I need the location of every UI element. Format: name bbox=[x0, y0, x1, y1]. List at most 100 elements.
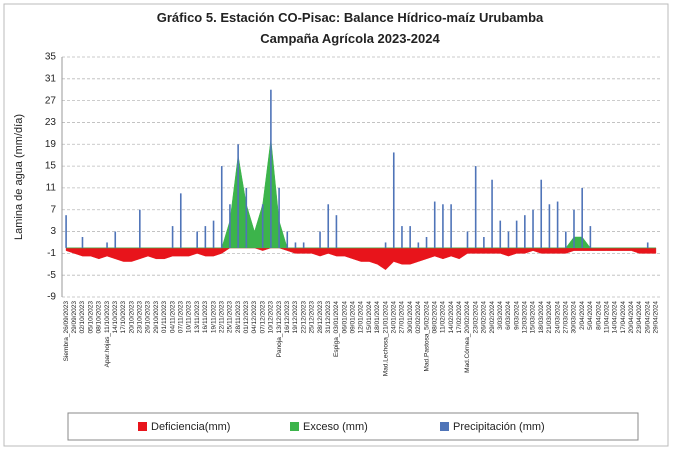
x-tick-label: 26/10/2023 bbox=[145, 301, 152, 334]
bar bbox=[139, 209, 141, 248]
bar bbox=[483, 237, 485, 248]
x-tick-label: 29/04/2024 bbox=[653, 301, 660, 334]
y-tick-label: -1 bbox=[47, 248, 56, 259]
x-tick-label: 04/12/2023 bbox=[251, 301, 258, 334]
x-tick-label: Espiga_03/01/2024 bbox=[333, 301, 340, 357]
y-tick-label: 15 bbox=[45, 161, 57, 172]
x-tick-label: 15/03/2024 bbox=[530, 301, 537, 334]
x-tick-label: 08/02/2024 bbox=[431, 301, 438, 334]
y-axis-label: Lamina de agua (mm/día) bbox=[13, 114, 25, 240]
y-tick-label: 27 bbox=[45, 95, 57, 106]
x-tick-label: 16/11/2023 bbox=[202, 301, 209, 333]
x-tick-label: 30/03/2024 bbox=[571, 301, 578, 334]
bar bbox=[270, 89, 272, 248]
x-tick-label: 30/01/2024 bbox=[407, 301, 414, 334]
x-tick-label: 19/12/2023 bbox=[292, 301, 299, 334]
y-tick-label: 35 bbox=[45, 52, 57, 63]
y-tick-label: 19 bbox=[45, 139, 57, 150]
x-tick-label: 23/02/2024 bbox=[472, 301, 479, 334]
legend-swatch bbox=[138, 422, 147, 431]
bar bbox=[573, 209, 575, 248]
bar bbox=[335, 215, 338, 248]
x-tick-label: 20/10/2023 bbox=[128, 301, 135, 334]
x-tick-label: 25/11/2023 bbox=[227, 301, 234, 333]
y-tick-label: 31 bbox=[45, 73, 57, 84]
legend-box bbox=[67, 412, 639, 441]
x-tick-label: 15/01/2024 bbox=[366, 301, 373, 334]
x-tick-label: 25/12/2023 bbox=[309, 301, 316, 334]
x-tick-label: 01/12/2023 bbox=[243, 301, 250, 334]
x-tick-label: Apar.hojas_11/10/2023 bbox=[104, 301, 111, 368]
y-tick-label: 7 bbox=[50, 204, 56, 215]
x-tick-label: 11/02/2024 bbox=[440, 301, 447, 333]
bar bbox=[286, 231, 289, 248]
x-tick-label: 12/03/2024 bbox=[522, 301, 529, 334]
bar bbox=[106, 242, 108, 248]
bar bbox=[401, 226, 403, 248]
x-tick-label: 20/04/2024 bbox=[628, 301, 635, 334]
x-tick-label: 28/11/2023 bbox=[235, 301, 242, 333]
x-tick-label: 26/04/2024 bbox=[644, 301, 651, 334]
area bbox=[65, 247, 657, 271]
y-tick-label: 23 bbox=[45, 117, 57, 128]
bar bbox=[278, 187, 280, 248]
x-tick-label: 11/04/2024 bbox=[603, 301, 610, 333]
bar bbox=[540, 179, 543, 248]
bar bbox=[179, 193, 182, 248]
bar bbox=[499, 220, 502, 248]
x-tick-label: Mad.Pastosa_5/02/2024 bbox=[423, 301, 430, 372]
bar bbox=[196, 231, 198, 248]
chart-title: Gráfico 5. Estación CO-Pisac: Balance Hí… bbox=[157, 10, 544, 25]
bar bbox=[261, 204, 264, 248]
bar bbox=[507, 231, 510, 248]
x-tick-label: 24/01/2024 bbox=[390, 301, 397, 334]
x-tick-label: 05/10/2023 bbox=[87, 301, 94, 334]
bar bbox=[417, 242, 420, 248]
x-tick-label: 26/02/2024 bbox=[481, 301, 488, 334]
chart-subtitle: Campaña Agrícola 2023-2024 bbox=[260, 31, 440, 46]
bar bbox=[491, 179, 493, 248]
x-tick-label: 13/11/2023 bbox=[194, 301, 201, 333]
bar bbox=[220, 166, 223, 248]
y-tick-label: -9 bbox=[47, 292, 56, 303]
bar bbox=[466, 231, 469, 248]
x-tick-label: Mad.Lechosa_21/01/2024 bbox=[382, 301, 389, 377]
x-tick-label: 16/12/2023 bbox=[284, 301, 291, 334]
x-tick-label: 08/10/2023 bbox=[96, 301, 103, 334]
bar bbox=[65, 215, 67, 248]
bar bbox=[556, 201, 559, 248]
bar bbox=[81, 237, 84, 248]
legend-swatch bbox=[440, 422, 449, 431]
legend-label: Precipitación (mm) bbox=[453, 421, 545, 433]
x-tick-label: 17/04/2024 bbox=[620, 301, 627, 334]
x-tick-label: 21/03/2024 bbox=[546, 301, 553, 334]
bar bbox=[515, 220, 518, 248]
x-tick-label: 29/09/2023 bbox=[71, 301, 78, 334]
x-tick-label: 24/03/2024 bbox=[554, 301, 561, 334]
x-tick-label: 23/10/2023 bbox=[137, 301, 144, 334]
x-tick-label: 06/01/2024 bbox=[341, 301, 348, 334]
x-tick-label: 31/12/2023 bbox=[325, 301, 332, 334]
x-tick-label: 14/04/2024 bbox=[612, 301, 619, 334]
x-tick-label: 22/11/2023 bbox=[218, 301, 225, 333]
x-tick-label: 8/04/2024 bbox=[595, 301, 602, 330]
area bbox=[66, 138, 656, 249]
x-tick-label: 27/03/2024 bbox=[563, 301, 570, 334]
x-tick-label: 3/03/2024 bbox=[497, 301, 504, 330]
x-tick-label: 09/01/2024 bbox=[350, 301, 357, 334]
bar bbox=[450, 204, 452, 248]
x-tick-label: 17/10/2023 bbox=[120, 301, 127, 334]
x-tick-label: 23/04/2024 bbox=[636, 301, 643, 334]
bar bbox=[384, 242, 387, 248]
bar bbox=[548, 204, 551, 248]
x-tick-label: 02/10/2023 bbox=[79, 301, 86, 334]
bar bbox=[409, 226, 411, 248]
bar bbox=[204, 226, 207, 248]
bar bbox=[581, 187, 583, 248]
x-tick-label: 9/03/2024 bbox=[513, 301, 520, 330]
x-tick-label: 14/10/2023 bbox=[112, 301, 119, 334]
x-tick-label: 10/11/2023 bbox=[186, 301, 193, 333]
bar bbox=[319, 231, 321, 248]
